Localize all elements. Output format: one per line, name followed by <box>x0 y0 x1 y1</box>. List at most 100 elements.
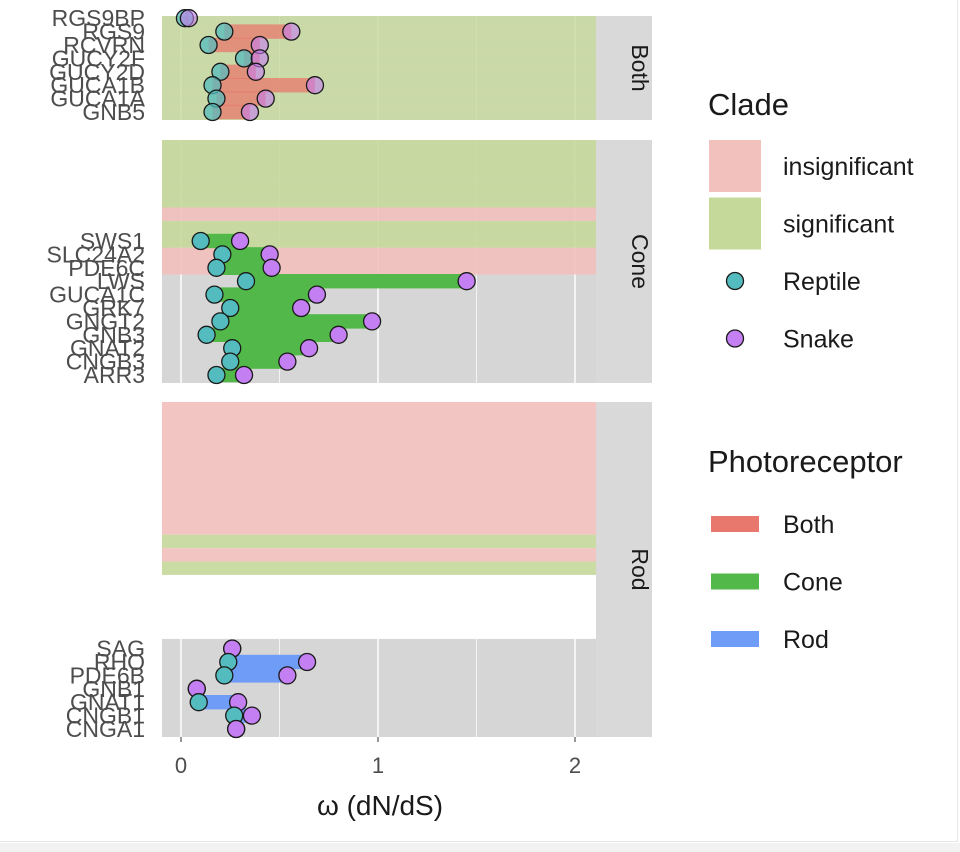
snake-point <box>227 719 246 739</box>
gene-label: GUCA1A <box>50 86 145 112</box>
reptile-point <box>215 22 234 41</box>
reptile-point <box>221 298 240 318</box>
clade-band <box>162 234 596 248</box>
legend-label: Snake <box>783 326 854 354</box>
range-bar <box>198 695 239 710</box>
legend-title-clade: Clade <box>708 87 789 122</box>
gene-label: RGS9BP <box>52 5 145 31</box>
snake-point <box>305 76 325 95</box>
gene-label: RGS9 <box>82 19 145 45</box>
snake-point <box>292 298 311 318</box>
snake-point <box>299 339 319 358</box>
reptile-point <box>221 352 240 371</box>
x-axis-title: ω (dN/dS) <box>317 790 443 821</box>
range-bar <box>208 37 260 53</box>
gene-label: SWS1 <box>80 228 145 254</box>
snake-point <box>307 285 327 304</box>
x-axis: 0 1 2 ω (dN/dS) <box>175 737 581 821</box>
range-bar <box>214 287 317 302</box>
snake-point <box>240 102 260 122</box>
facet-strip-label: Both <box>627 44 653 91</box>
panel-both: RGS9BPRGS9RCVRNGUCY2FGUCY2DGUCA1BGUCA1AG… <box>49 5 653 125</box>
snake-point <box>282 22 301 41</box>
clade-band <box>162 561 596 575</box>
gene-label: GUCY2D <box>49 59 145 85</box>
legend: Clade insignificant significant Reptile Snak… <box>708 87 914 654</box>
clade-band <box>162 194 596 208</box>
gene-label: RCVRN <box>63 32 145 58</box>
gene-label: GNAT1 <box>70 689 145 715</box>
gene-label: CNGB3 <box>66 349 145 375</box>
reptile-point <box>189 693 208 712</box>
range-bar <box>230 300 302 316</box>
range-bar <box>228 654 308 670</box>
x-tick-label: 2 <box>569 753 581 778</box>
range-bar <box>246 274 467 289</box>
range-bar <box>216 260 272 275</box>
snake-point <box>262 258 281 277</box>
legend-key-significant <box>709 197 761 250</box>
facet-strip <box>596 140 652 383</box>
legend-label: Both <box>783 511 834 539</box>
reptile-point <box>236 272 256 291</box>
clade-band <box>162 65 596 79</box>
gene-label: SAG <box>96 636 145 662</box>
range-bar <box>212 78 315 93</box>
gene-label: CNGB1 <box>66 703 145 729</box>
clade-band <box>162 402 596 535</box>
gene-label: GRK7 <box>82 295 145 321</box>
legend-key-photo-cone <box>711 573 759 590</box>
range-bar <box>216 91 266 106</box>
gene-label: LWS <box>97 268 145 294</box>
x-tick-label: 0 <box>175 753 187 778</box>
snake-point <box>278 352 297 371</box>
range-bar <box>222 247 270 262</box>
panel-cone: SWS1SLC24A2PDE6CLWSGUCA1CGRK7GNGT2GNB3GN… <box>47 140 653 388</box>
clade-band <box>162 180 596 195</box>
clade-band <box>162 38 596 52</box>
reptile-point <box>211 62 230 81</box>
clade-band <box>162 105 596 120</box>
facet-strip <box>596 16 652 120</box>
range-bar <box>212 104 250 120</box>
snake-point <box>234 365 254 385</box>
gene-label: GUCA1B <box>50 72 145 98</box>
facet-strip-label: Cone <box>627 234 653 289</box>
gene-label: GUCA1C <box>49 282 145 308</box>
legend-key-snake <box>725 329 745 348</box>
snake-point <box>179 9 199 28</box>
clade-band <box>162 207 596 221</box>
range-bar <box>224 24 292 39</box>
gene-label: ARR3 <box>84 362 145 388</box>
reptile-point <box>191 231 210 251</box>
snake-point <box>297 652 317 672</box>
legend-key-photo-rod <box>711 631 759 647</box>
reptile-point <box>199 35 218 55</box>
reptile-point <box>211 312 230 331</box>
snake-point <box>256 89 275 108</box>
facet-strip <box>596 402 652 737</box>
reptile-point <box>205 285 224 304</box>
gene-label: GNB1 <box>82 676 145 702</box>
gene-label: SLC24A2 <box>47 241 145 267</box>
range-bar <box>206 327 339 342</box>
snake-point <box>230 231 250 251</box>
bottom-scroll-bar <box>0 843 960 852</box>
snake-point <box>242 706 262 725</box>
gene-label: GNGT2 <box>66 308 145 334</box>
snake-point <box>362 312 382 331</box>
range-bar <box>224 668 288 683</box>
snake-point <box>246 62 266 81</box>
range-bar <box>220 314 373 329</box>
legend-title-photoreceptor: Photoreceptor <box>708 444 903 479</box>
clade-band <box>162 51 596 66</box>
legend-label: Rod <box>783 626 829 654</box>
clade-band <box>162 16 596 25</box>
range-bar <box>220 64 256 79</box>
reptile-point <box>207 365 226 385</box>
legend-label: Cone <box>783 569 843 597</box>
clade-band <box>162 220 596 235</box>
gene-label: GNB5 <box>82 99 145 125</box>
